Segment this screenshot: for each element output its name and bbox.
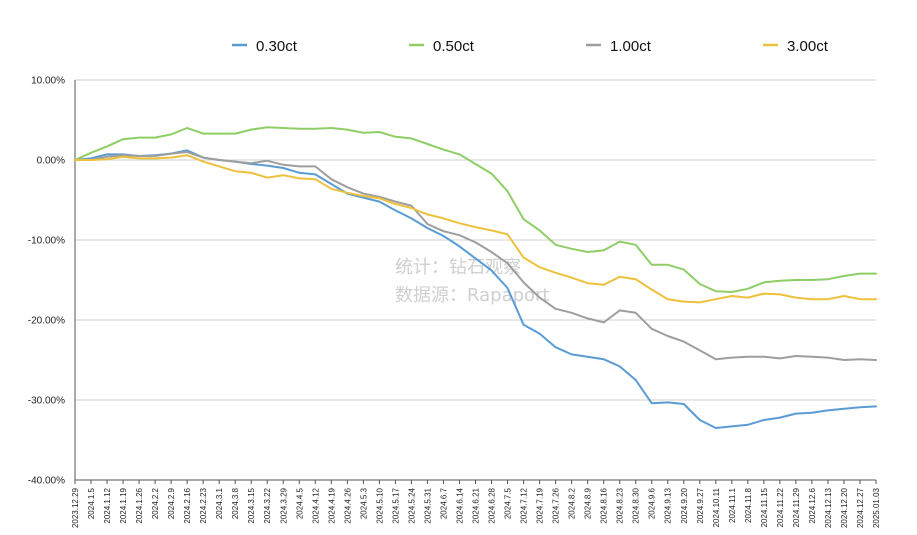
x-tick-label: 2024.8.9 xyxy=(584,487,593,519)
x-tick-label: 2024.12.27 xyxy=(856,487,865,528)
legend-label-3.00ct: 3.00ct xyxy=(787,38,829,55)
x-tick-label: 2024.12.20 xyxy=(840,487,849,528)
gridlines xyxy=(75,79,876,481)
x-tick-label: 2024.6.21 xyxy=(472,487,481,523)
series-line-1.00ct xyxy=(74,151,877,361)
x-tick-label: 2024.5.3 xyxy=(359,487,368,519)
y-tick-label: -30.00% xyxy=(28,396,65,407)
y-axis: 10.00% 0.00% -10.00% -20.00% -30.00% -40.00% xyxy=(28,76,76,487)
x-tick-label: 2024.9.13 xyxy=(664,487,673,523)
x-tick-label: 2024.1.5 xyxy=(87,487,96,519)
x-tick-label: 2024.10.11 xyxy=(712,487,721,527)
series-line-0.50ct xyxy=(74,126,877,293)
x-tick-label: 2024.5.31 xyxy=(423,487,432,523)
x-tick-label: 2024.8.2 xyxy=(568,487,577,519)
x-tick-label: 2024.11.15 xyxy=(760,487,769,527)
x-tick-label: 2024.8.16 xyxy=(600,487,609,523)
x-tick-label: 2024.6.14 xyxy=(455,487,464,523)
watermark-line-1: 统计：钻石观察 xyxy=(395,257,521,278)
x-tick-label: 2024.11.8 xyxy=(744,487,753,523)
x-tick-label: 2024.5.10 xyxy=(375,487,384,523)
x-tick-label: 2024.1.12 xyxy=(103,487,112,523)
legend-label-0.50ct: 0.50ct xyxy=(433,38,475,55)
series-line-3.00ct xyxy=(74,154,877,304)
x-tick-label: 2024.6.7 xyxy=(439,487,448,519)
x-tick-label: 2024.8.23 xyxy=(616,487,625,523)
x-tick-label: 2024.11.22 xyxy=(776,487,785,527)
x-tick-label: 2024.5.17 xyxy=(391,487,400,523)
x-tick-label: 2024.2.9 xyxy=(167,487,176,519)
x-tick-label: 2024.3.1 xyxy=(215,487,224,519)
y-tick-label: 10.00% xyxy=(31,76,65,87)
y-tick-label: 0.00% xyxy=(37,156,65,167)
x-tick-label: 2024.3.15 xyxy=(247,487,256,523)
x-tick-label: 2024.6.28 xyxy=(488,487,497,523)
x-tick-label: 2024.9.6 xyxy=(648,487,657,519)
x-tick-label: 2024.2.16 xyxy=(183,487,192,523)
y-tick-label: -10.00% xyxy=(28,236,65,247)
y-tick-label: -40.00% xyxy=(28,476,65,487)
x-tick-label: 2024.11.29 xyxy=(792,487,801,527)
x-tick-label: 2024.9.27 xyxy=(696,487,705,523)
x-tick-label: 2024.3.22 xyxy=(263,487,272,523)
x-tick-label: 2024.12.13 xyxy=(824,487,833,528)
x-tick-label: 2024.1.26 xyxy=(135,487,144,523)
x-tick-label: 2024.3.8 xyxy=(231,487,240,519)
x-tick-label: 2024.4.19 xyxy=(327,487,336,523)
x-tick-label: 2024.4.12 xyxy=(311,487,320,523)
series-lines xyxy=(74,126,877,429)
watermark-line-2: 数据源：Rapaport xyxy=(395,285,550,306)
x-axis: 2023.12.29 2024.1.5 2024.1.12 2024.1.19 2024… xyxy=(71,479,881,528)
x-tick-label: 2024.12.6 xyxy=(808,487,817,523)
x-tick-label: 2024.2.2 xyxy=(151,487,160,519)
x-tick-label: 2024.4.26 xyxy=(343,487,352,523)
x-tick-label: 2024.2.23 xyxy=(199,487,208,523)
legend: 0.30ct 0.50ct 1.00ct 3.00ct xyxy=(232,38,829,55)
x-tick-label: 2024.9.20 xyxy=(680,487,689,523)
x-tick-label: 2024.4.5 xyxy=(295,487,304,519)
x-tick-label: 2024.7.19 xyxy=(536,487,545,523)
x-tick-label: 2025.01.03 xyxy=(872,487,881,528)
legend-label-1.00ct: 1.00ct xyxy=(610,38,652,55)
x-tick-label: 2024.1.19 xyxy=(119,487,128,523)
x-tick-label: 2023.12.29 xyxy=(71,487,80,528)
x-tick-label: 2024.7.5 xyxy=(504,487,513,519)
watermark: 统计：钻石观察 数据源：Rapaport xyxy=(395,257,550,306)
x-tick-label: 2024.3.29 xyxy=(279,487,288,523)
y-tick-label: -20.00% xyxy=(28,316,65,327)
x-tick-label: 2024.11.1 xyxy=(728,487,737,523)
legend-label-0.30ct: 0.30ct xyxy=(256,38,298,55)
x-tick-label: 2024.7.26 xyxy=(552,487,561,523)
x-tick-label: 2024.8.30 xyxy=(632,487,641,523)
x-tick-label: 2024.7.12 xyxy=(520,487,529,523)
x-tick-label: 2024.5.24 xyxy=(407,487,416,523)
